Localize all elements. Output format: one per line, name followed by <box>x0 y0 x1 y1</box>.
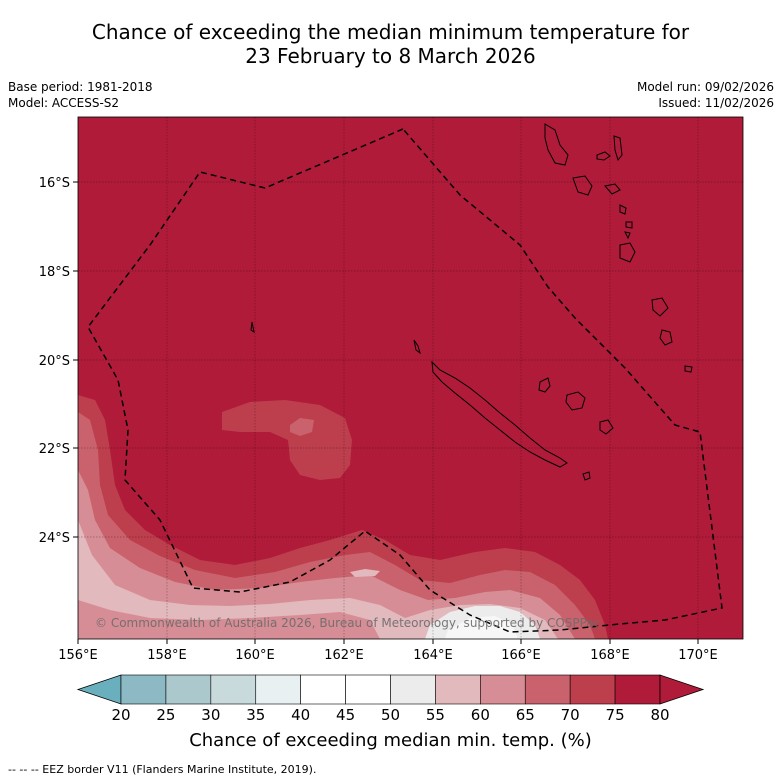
map-area <box>78 117 743 639</box>
colorbar-tick-label: 40 <box>291 706 310 724</box>
vanuatu-efate <box>619 242 636 263</box>
colorbar-tick-label: 70 <box>561 706 580 724</box>
map-frame <box>77 116 744 640</box>
vanuatu-aneityum <box>684 365 693 373</box>
colorbar-tick-label: 65 <box>516 706 535 724</box>
colorbar-tick-label: 20 <box>111 706 130 724</box>
colorbar-segment <box>165 674 212 705</box>
lon-label: 166°E <box>501 648 541 663</box>
colorbar-segment <box>345 674 391 705</box>
colorbar-tick-label: 25 <box>156 706 175 724</box>
colorbar-tick-label: 45 <box>336 706 355 724</box>
lat-label: 16°S <box>39 176 70 191</box>
colorbar-tick-label: 80 <box>650 706 669 724</box>
probability-contour-60 <box>78 520 558 639</box>
colorbar-segment <box>390 674 436 705</box>
colorbar-extension-low <box>76 674 122 705</box>
colorbar-tick-label: 30 <box>201 706 220 724</box>
eez-footnote: -- -- -- EEZ border V11 (Flanders Marine… <box>8 763 317 776</box>
probability-contour-65 <box>78 470 575 639</box>
colorbar-segment <box>300 674 346 705</box>
model-name: Model: ACCESS-S2 <box>8 96 120 110</box>
lon-label: 168°E <box>590 648 630 663</box>
colorbar-segment <box>210 674 257 705</box>
loyalty-island-ouvea <box>538 377 551 393</box>
colorbar-segment <box>480 674 526 705</box>
colorbar-tick-label: 55 <box>426 706 445 724</box>
model-run: Model run: 09/02/2026 <box>636 80 774 94</box>
vanuatu-maewo <box>613 135 623 162</box>
axis-ticks <box>73 181 699 644</box>
probability-contour-60-patch <box>350 569 380 577</box>
issued-date: Issued: 11/02/2026 <box>658 96 774 110</box>
colorbar-label: Chance of exceeding median min. temp. (%… <box>189 730 592 751</box>
lat-label: 18°S <box>39 265 70 280</box>
loyalty-island-mare <box>599 419 614 435</box>
lon-label: 170°E <box>678 648 718 663</box>
lon-label: 160°E <box>235 648 275 663</box>
colorbar-segment <box>120 674 167 705</box>
belep-islands <box>413 339 421 355</box>
probability-contour-70-patch <box>290 418 314 436</box>
colorbar-segment <box>435 674 481 705</box>
colorbar-tick-label: 35 <box>246 706 265 724</box>
lon-label: 158°E <box>147 648 187 663</box>
vanuatu-small-islands <box>619 204 633 240</box>
probability-field-80 <box>78 117 743 639</box>
probability-contour-50 <box>445 616 518 639</box>
lat-label: 20°S <box>39 354 70 369</box>
vanuatu-tanna <box>659 329 673 346</box>
lon-label: 162°E <box>324 648 364 663</box>
graticule <box>78 117 743 639</box>
colorbar-segment <box>524 674 571 705</box>
vanuatu-erromango <box>651 297 669 317</box>
loyalty-island-lifou <box>565 391 586 411</box>
colorbar-segment <box>255 674 301 705</box>
colorbar-segment <box>614 674 661 705</box>
colorbar-tick-label: 75 <box>606 706 625 724</box>
vanuatu-malekula <box>572 175 593 196</box>
probability-contour-65-inner <box>78 600 380 639</box>
copyright-watermark: © Commonwealth of Australia 2026, Bureau… <box>95 616 600 630</box>
vanuatu-espiritu-santo <box>544 123 569 166</box>
lat-label: 24°S <box>39 531 70 546</box>
vanuatu-ambrym <box>604 183 621 195</box>
new-caledonia-island <box>431 360 568 468</box>
lon-label: 164°E <box>413 648 453 663</box>
colorbar-extension-high <box>659 674 705 705</box>
colorbar-tick-label: 50 <box>381 706 400 724</box>
vanuatu-ambae <box>596 151 611 161</box>
chesterfield-islets <box>250 321 255 334</box>
eez-border <box>87 128 723 633</box>
probability-contour-75-tongue <box>222 400 352 480</box>
lat-label: 22°S <box>39 442 70 457</box>
colorbar-tick-label: 60 <box>471 706 490 724</box>
colorbar-segment <box>569 674 616 705</box>
chart-title-line2: 23 February to 8 March 2026 <box>245 44 536 68</box>
chart-title-line1: Chance of exceeding the median minimum t… <box>91 20 690 44</box>
isle-of-pines <box>582 471 591 481</box>
probability-contour-70 <box>78 412 595 639</box>
colorbar: 20 25 30 35 40 45 50 55 60 65 70 75 80 <box>76 674 705 724</box>
lon-label: 156°E <box>58 648 98 663</box>
base-period: Base period: 1981-2018 <box>8 80 153 94</box>
